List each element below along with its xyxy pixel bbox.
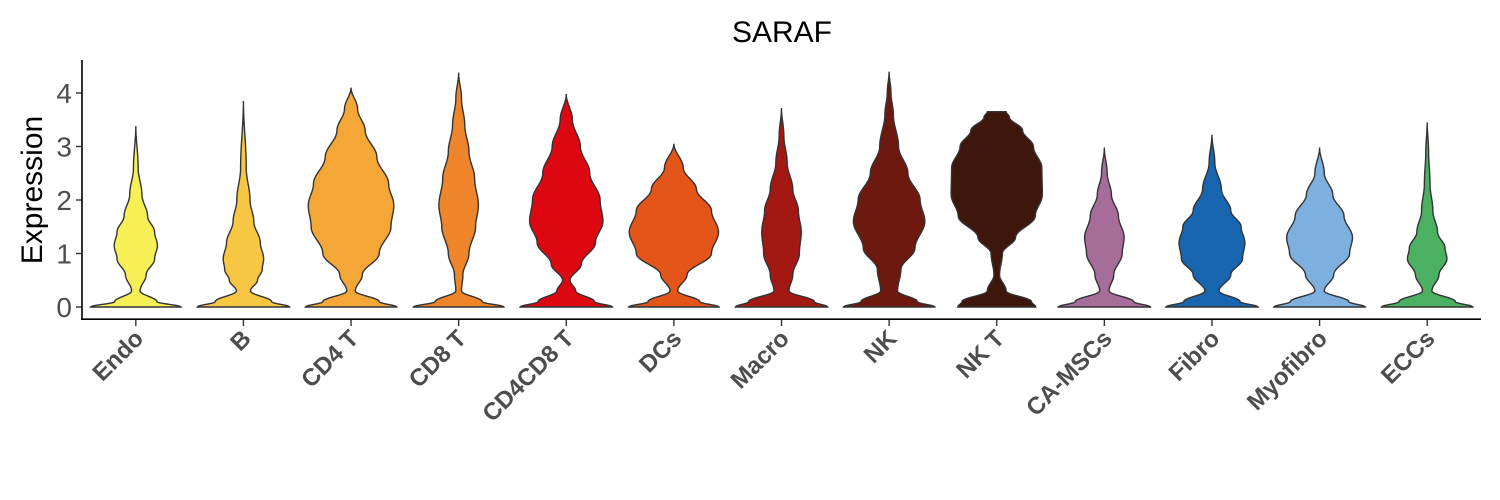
violin-endo	[89, 126, 183, 308]
x-tick-label: NK	[859, 325, 903, 369]
violin-nk	[842, 71, 937, 308]
x-tick-label: CD8 T	[404, 325, 472, 393]
violin-dcs	[627, 143, 721, 308]
y-axis-label: Expression	[16, 116, 49, 264]
y-tick-label: 0	[56, 292, 72, 323]
y-tick-label: 4	[56, 78, 72, 109]
violin-cd4-t	[304, 87, 398, 308]
y-axis-ticks: 0 1 2 3 4	[56, 78, 82, 323]
violin-b	[196, 101, 291, 308]
y-tick-label: 2	[56, 185, 72, 216]
x-tick-label: ECCs	[1376, 325, 1440, 389]
violin-cd4cd8-t	[518, 94, 614, 308]
x-tick-label: Fibro	[1164, 325, 1226, 387]
x-tick-label: B	[225, 325, 256, 356]
y-tick-label: 3	[56, 132, 72, 163]
x-tick-label: CD4 T	[296, 325, 364, 393]
x-tick-label: Macro	[726, 325, 795, 394]
x-tick-label: CA-MSCs	[1021, 325, 1117, 421]
x-tick-label: DCs	[634, 325, 687, 378]
x-axis-ticks: Endo B CD4 T CD8 T CD4CD8 T DCs Macro NK NK T CA-…	[88, 320, 1440, 427]
violin-ca-mscs	[1057, 147, 1152, 308]
violin-eccs	[1380, 122, 1475, 308]
violin-cd8-t	[412, 72, 506, 308]
violin-myofibro	[1272, 147, 1367, 308]
violin-fibro	[1164, 134, 1260, 308]
violin-group	[89, 71, 1475, 308]
x-tick-label: CD4CD8 T	[477, 325, 579, 427]
x-tick-label: NK T	[951, 325, 1010, 384]
chart-title: SARAF	[732, 16, 832, 49]
x-tick-label: Endo	[88, 325, 150, 387]
y-tick-label: 1	[56, 239, 72, 270]
x-tick-label: Myofibro	[1242, 325, 1333, 416]
violin-nk-t	[950, 111, 1044, 308]
violin-macro	[734, 107, 829, 308]
